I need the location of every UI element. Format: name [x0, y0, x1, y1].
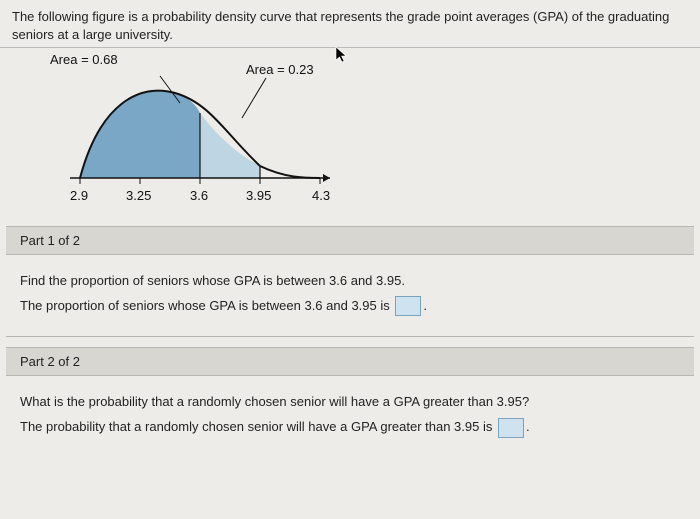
part2-header: Part 2 of 2	[6, 347, 694, 376]
xlabel-2: 3.6	[190, 188, 208, 203]
part1-answer-input[interactable]	[395, 296, 421, 316]
region-left-fill	[80, 91, 200, 178]
part1-question: Find the proportion of seniors whose GPA…	[20, 269, 680, 294]
xlabel-1: 3.25	[126, 188, 151, 203]
part1-answer-line: The proportion of seniors whose GPA is b…	[20, 294, 680, 319]
part1-answer-suffix: .	[423, 298, 427, 313]
intro-text: The following figure is a probability de…	[0, 0, 700, 48]
page: The following figure is a probability de…	[0, 0, 700, 519]
density-chart	[50, 58, 370, 198]
part2-answer-suffix: .	[526, 419, 530, 434]
part1-header: Part 1 of 2	[6, 226, 694, 255]
region-right-fill	[200, 113, 260, 178]
density-figure: Area = 0.68 Area = 0.23 2.9 3.25 3.6 3.9…	[0, 48, 700, 226]
xlabel-3: 3.95	[246, 188, 271, 203]
part2-body: What is the probability that a randomly …	[6, 376, 694, 457]
part2-question: What is the probability that a randomly …	[20, 390, 680, 415]
part2-answer-prefix: The probability that a randomly chosen s…	[20, 419, 492, 434]
xlabel-4: 4.3	[312, 188, 330, 203]
pointer-right	[242, 78, 266, 118]
xlabel-0: 2.9	[70, 188, 88, 203]
part2-answer-input[interactable]	[498, 418, 524, 438]
axis-arrow	[323, 174, 330, 182]
part1-body: Find the proportion of seniors whose GPA…	[6, 255, 694, 337]
part1-answer-prefix: The proportion of seniors whose GPA is b…	[20, 298, 390, 313]
area-left-label: Area = 0.68	[50, 52, 118, 67]
area-right-label: Area = 0.23	[246, 62, 314, 77]
part2-answer-line: The probability that a randomly chosen s…	[20, 415, 680, 440]
